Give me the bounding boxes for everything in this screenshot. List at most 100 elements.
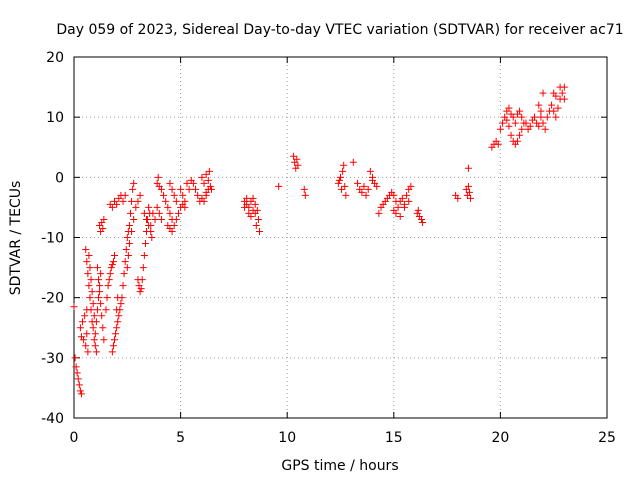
data-point xyxy=(119,197,127,205)
data-point xyxy=(202,170,210,178)
data-point xyxy=(249,194,257,202)
x-tick-label: 15 xyxy=(385,430,403,446)
data-point xyxy=(518,125,526,133)
data-point xyxy=(82,246,90,254)
data-point xyxy=(539,119,547,127)
data-point xyxy=(192,185,200,193)
data-point xyxy=(362,191,370,199)
data-point xyxy=(208,185,216,193)
data-point xyxy=(154,173,162,181)
data-point xyxy=(340,161,348,169)
data-point xyxy=(114,318,122,326)
data-point xyxy=(400,203,408,211)
data-point xyxy=(338,185,346,193)
data-point xyxy=(71,354,79,362)
data-point xyxy=(141,240,149,248)
data-point xyxy=(293,155,301,163)
data-point xyxy=(83,330,91,338)
data-point xyxy=(123,264,131,272)
data-point xyxy=(84,270,92,278)
data-point xyxy=(111,336,119,344)
data-point xyxy=(464,164,472,172)
data-point xyxy=(140,252,148,260)
data-point xyxy=(560,95,568,103)
data-point xyxy=(113,324,121,332)
data-point xyxy=(560,83,568,91)
data-point xyxy=(354,179,362,187)
data-point xyxy=(136,191,144,199)
data-point xyxy=(507,131,515,139)
data-point xyxy=(109,342,117,350)
data-point xyxy=(149,209,157,217)
y-tick-label: -10 xyxy=(41,231,64,247)
data-point xyxy=(339,167,347,175)
y-tick-label: 0 xyxy=(55,170,64,186)
data-point xyxy=(375,209,383,217)
data-point xyxy=(130,179,138,187)
data-point xyxy=(164,203,172,211)
data-point xyxy=(145,221,153,229)
x-axis-label: GPS time / hours xyxy=(281,458,398,474)
data-point xyxy=(139,264,147,272)
data-point xyxy=(414,206,422,214)
data-point xyxy=(418,215,426,223)
data-point xyxy=(121,191,129,199)
y-tick-label: -20 xyxy=(41,291,64,307)
data-point xyxy=(454,194,462,202)
data-point xyxy=(155,209,163,217)
data-point xyxy=(128,197,136,205)
data-point xyxy=(194,191,202,199)
data-point xyxy=(92,318,100,326)
data-point xyxy=(85,252,93,260)
data-point xyxy=(130,215,138,223)
data-point xyxy=(204,176,212,184)
data-point xyxy=(166,179,174,187)
data-point xyxy=(129,185,137,193)
data-point xyxy=(535,122,543,130)
data-point xyxy=(120,270,128,278)
x-tick-label: 0 xyxy=(70,430,79,446)
data-point xyxy=(153,203,161,211)
data-point xyxy=(251,200,259,208)
data-point xyxy=(241,203,249,211)
data-point xyxy=(82,342,90,350)
data-point xyxy=(247,212,255,220)
data-point xyxy=(136,288,144,296)
data-point xyxy=(205,167,213,175)
data-point xyxy=(98,312,106,320)
data-point xyxy=(181,197,189,205)
data-point xyxy=(93,306,101,314)
data-point xyxy=(405,197,413,205)
data-point xyxy=(113,200,121,208)
data-point xyxy=(179,191,187,199)
data-point xyxy=(360,182,368,190)
data-point xyxy=(189,179,197,187)
data-point xyxy=(537,107,545,115)
data-point xyxy=(134,197,142,205)
data-point xyxy=(125,240,133,248)
axis-ticks: 0 5 10 15 20 25 -40 -30 -20 -10 0 10 20 xyxy=(41,50,616,446)
data-point xyxy=(104,282,112,290)
data-point xyxy=(364,185,372,193)
data-point xyxy=(543,113,551,121)
data-point xyxy=(398,194,406,202)
y-tick-label: 10 xyxy=(46,110,64,126)
data-point xyxy=(509,113,517,121)
data-point xyxy=(147,227,155,235)
data-point xyxy=(93,264,101,272)
data-point xyxy=(87,276,95,284)
data-point xyxy=(85,282,93,290)
data-point xyxy=(83,258,91,266)
data-points xyxy=(70,83,568,398)
data-point xyxy=(160,191,168,199)
data-point xyxy=(108,261,116,269)
data-point xyxy=(125,221,133,229)
data-point xyxy=(251,209,259,217)
data-point xyxy=(91,330,99,338)
data-point xyxy=(341,182,349,190)
data-point xyxy=(108,203,116,211)
data-point xyxy=(368,176,376,184)
data-point xyxy=(117,300,125,308)
data-point xyxy=(252,221,260,229)
data-point xyxy=(526,122,534,130)
